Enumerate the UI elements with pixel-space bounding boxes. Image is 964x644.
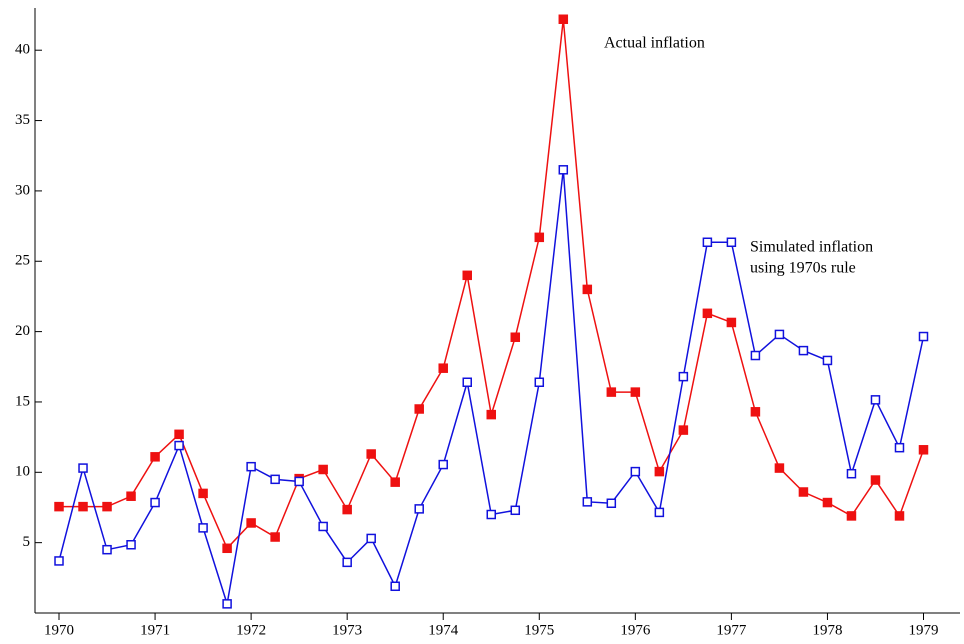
series-line bbox=[58, 169, 925, 605]
data-point bbox=[870, 395, 881, 405]
data-point bbox=[606, 498, 617, 509]
x-tick-label: 1977 bbox=[716, 622, 747, 638]
data-point bbox=[798, 345, 809, 356]
x-tick-label: 1970 bbox=[44, 622, 74, 638]
data-point bbox=[558, 165, 569, 175]
data-point bbox=[462, 377, 472, 388]
data-point bbox=[366, 533, 376, 544]
data-point bbox=[846, 511, 857, 521]
annotation: Actual inflation bbox=[604, 35, 705, 52]
data-point bbox=[558, 14, 569, 25]
x-tick-label: 1979 bbox=[908, 622, 938, 638]
y-tick-label: 10 bbox=[15, 464, 30, 480]
data-point bbox=[390, 581, 400, 592]
data-point bbox=[534, 232, 545, 243]
data-point bbox=[222, 599, 232, 609]
data-point bbox=[582, 284, 593, 295]
data-point bbox=[366, 449, 376, 459]
y-tick-label: 15 bbox=[15, 393, 30, 409]
data-point bbox=[654, 466, 665, 477]
annotation: Simulated inflation bbox=[750, 239, 873, 256]
data-point bbox=[582, 497, 593, 507]
data-point bbox=[414, 404, 424, 414]
data-point bbox=[150, 497, 160, 508]
x-tick-label: 1971 bbox=[140, 622, 170, 638]
data-point bbox=[294, 476, 304, 487]
data-point bbox=[630, 466, 641, 477]
data-point bbox=[246, 461, 256, 472]
x-tick-label: 1978 bbox=[812, 622, 842, 638]
data-point bbox=[774, 329, 785, 340]
x-tick-label: 1974 bbox=[428, 622, 459, 638]
data-point bbox=[630, 387, 641, 397]
data-point bbox=[846, 468, 857, 479]
data-point bbox=[390, 477, 400, 487]
data-point bbox=[270, 474, 280, 485]
data-point bbox=[702, 308, 713, 319]
data-point bbox=[102, 544, 112, 555]
data-point bbox=[750, 350, 761, 361]
y-tick-label: 30 bbox=[15, 182, 30, 198]
data-point bbox=[510, 505, 521, 516]
data-point bbox=[174, 440, 184, 451]
data-point bbox=[78, 501, 88, 512]
y-tick-label: 40 bbox=[15, 42, 30, 58]
data-point bbox=[438, 363, 448, 373]
data-point bbox=[414, 504, 424, 514]
data-point bbox=[438, 459, 448, 470]
data-point bbox=[654, 507, 665, 518]
data-point bbox=[798, 487, 809, 497]
x-tick-label: 1975 bbox=[524, 622, 554, 638]
data-point bbox=[246, 518, 256, 528]
y-tick-label: 20 bbox=[15, 323, 30, 339]
series-line bbox=[59, 19, 925, 550]
data-point bbox=[726, 237, 737, 248]
x-tick-label: 1973 bbox=[332, 622, 362, 638]
data-point bbox=[894, 442, 905, 453]
data-point bbox=[462, 270, 472, 281]
data-point bbox=[510, 332, 521, 342]
data-point bbox=[150, 452, 160, 462]
data-point bbox=[726, 317, 737, 328]
x-tick-label: 1972 bbox=[236, 622, 266, 638]
data-point bbox=[318, 464, 328, 475]
data-point bbox=[174, 429, 184, 440]
data-point bbox=[126, 491, 136, 501]
data-point bbox=[750, 407, 761, 417]
data-point bbox=[822, 497, 833, 508]
y-tick-label: 35 bbox=[15, 112, 30, 128]
data-point bbox=[870, 475, 881, 485]
data-point bbox=[678, 425, 689, 435]
data-point bbox=[102, 501, 112, 512]
data-point bbox=[678, 371, 689, 382]
data-point bbox=[222, 543, 232, 554]
data-point bbox=[918, 331, 929, 342]
data-point bbox=[486, 409, 497, 420]
annotation: using 1970s rule bbox=[750, 260, 856, 277]
data-point bbox=[918, 445, 929, 455]
data-point bbox=[54, 556, 64, 566]
data-point bbox=[894, 511, 905, 521]
data-point bbox=[54, 501, 64, 512]
data-point bbox=[126, 540, 136, 550]
data-point bbox=[774, 463, 785, 473]
data-point bbox=[342, 504, 352, 515]
x-tick-label: 1976 bbox=[620, 622, 651, 638]
y-tick-label: 25 bbox=[15, 253, 30, 269]
data-point bbox=[702, 237, 713, 248]
data-point bbox=[78, 463, 88, 473]
data-point bbox=[318, 521, 328, 532]
data-point bbox=[198, 523, 208, 533]
data-point bbox=[342, 557, 352, 568]
data-point bbox=[534, 377, 545, 388]
data-point bbox=[198, 488, 208, 499]
data-point bbox=[822, 355, 833, 366]
data-point bbox=[270, 532, 280, 542]
data-point bbox=[606, 387, 617, 397]
y-tick-label: 5 bbox=[23, 534, 31, 550]
data-point bbox=[486, 509, 497, 520]
